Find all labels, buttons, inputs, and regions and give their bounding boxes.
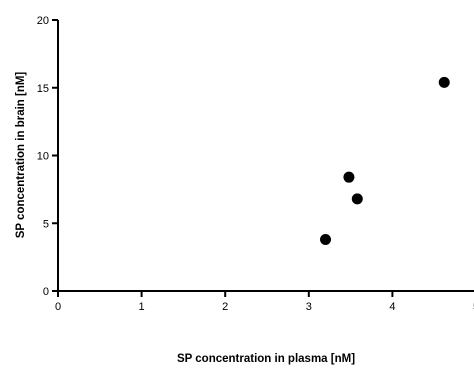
- data-point: [438, 76, 450, 88]
- data-points: [320, 76, 450, 246]
- y-axis-ticks: 0 5 10 15 20: [37, 15, 58, 298]
- data-point: [320, 234, 332, 246]
- x-tick-label: 4: [389, 301, 395, 313]
- y-tick-label: 0: [43, 286, 49, 298]
- data-point: [343, 171, 355, 183]
- y-tick-label: 15: [37, 83, 49, 95]
- y-tick-label: 10: [37, 151, 49, 163]
- x-tick-label: 3: [306, 301, 312, 313]
- x-axis-title: SP concentration in plasma [nM]: [177, 353, 355, 365]
- y-axis-title: SP concentration in brain [nM]: [15, 72, 27, 239]
- x-tick-label: 5: [473, 301, 474, 313]
- data-point: [351, 193, 363, 205]
- y-tick-label: 5: [43, 218, 49, 230]
- y-tick-label: 20: [37, 15, 49, 27]
- x-tick-label: 2: [222, 301, 228, 313]
- x-tick-label: 0: [55, 301, 61, 313]
- x-axis-ticks: 0 1 2 3 4 5: [55, 291, 474, 313]
- x-tick-label: 1: [139, 301, 145, 313]
